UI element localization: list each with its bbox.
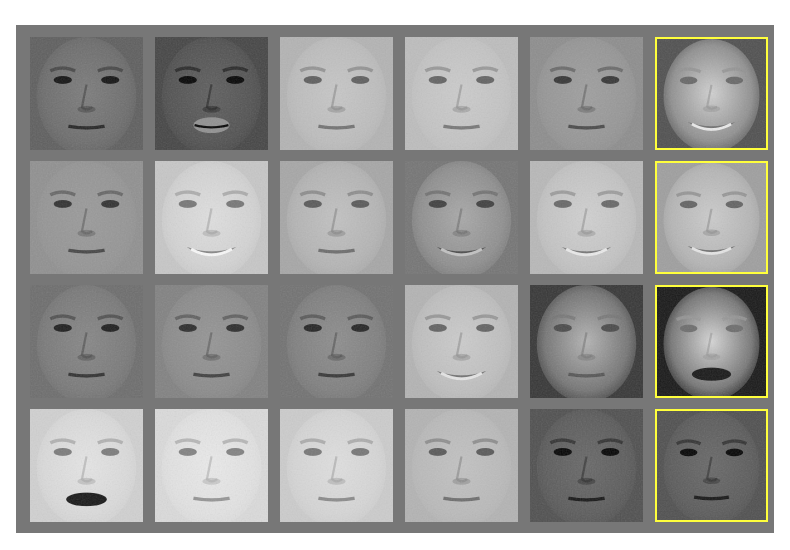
face-tile — [155, 161, 268, 274]
face-image — [30, 37, 143, 150]
face-tile — [30, 37, 143, 150]
face-tile — [530, 285, 643, 398]
face-image — [30, 409, 143, 522]
face-image — [280, 37, 393, 150]
face-tile — [405, 161, 518, 274]
highlighted-face-tile — [655, 37, 768, 150]
face-image — [530, 37, 643, 150]
face-image — [657, 163, 766, 272]
face-image — [280, 161, 393, 274]
face-tile — [155, 285, 268, 398]
face-tile — [405, 285, 518, 398]
face-image — [657, 39, 766, 148]
face-tile — [530, 37, 643, 150]
face-tile — [405, 409, 518, 522]
face-tile — [530, 409, 643, 522]
face-image — [405, 409, 518, 522]
face-image — [530, 409, 643, 522]
highlighted-face-tile — [655, 409, 768, 522]
face-image — [405, 37, 518, 150]
face-tile — [155, 37, 268, 150]
face-image — [530, 161, 643, 274]
face-image — [530, 285, 643, 398]
face-image — [155, 409, 268, 522]
face-tile — [280, 285, 393, 398]
face-tile — [30, 161, 143, 274]
face-image — [657, 411, 766, 520]
face-image — [405, 161, 518, 274]
image-grid-panel — [16, 25, 774, 533]
face-image — [155, 161, 268, 274]
face-image — [30, 285, 143, 398]
face-tile — [280, 161, 393, 274]
face-tile — [530, 161, 643, 274]
face-tile — [280, 409, 393, 522]
face-image — [280, 285, 393, 398]
face-tile — [405, 37, 518, 150]
face-tile — [155, 409, 268, 522]
highlighted-face-tile — [655, 161, 768, 274]
face-image — [657, 287, 766, 396]
highlighted-face-tile — [655, 285, 768, 398]
face-image — [30, 161, 143, 274]
face-image — [405, 285, 518, 398]
face-tile — [30, 285, 143, 398]
face-grid — [30, 37, 768, 522]
face-tile — [280, 37, 393, 150]
face-image — [155, 37, 268, 150]
face-tile — [30, 409, 143, 522]
face-image — [155, 285, 268, 398]
face-image — [280, 409, 393, 522]
